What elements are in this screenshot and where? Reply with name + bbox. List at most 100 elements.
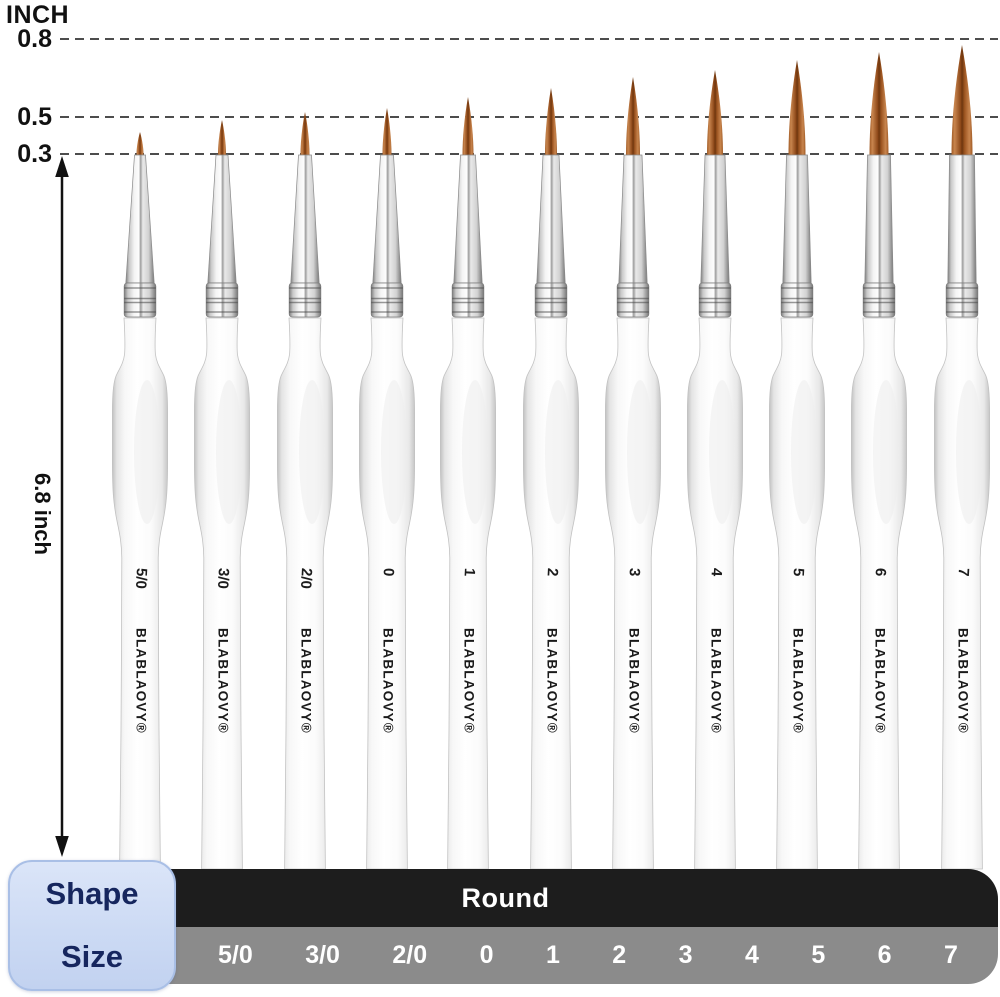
ferrule-crimp <box>945 282 979 318</box>
brush-size-label: 2/0 <box>297 568 315 590</box>
size-cell: 5/0 <box>218 941 253 969</box>
brush-0: 0 BLABLAOVY® <box>359 108 415 870</box>
ferrule <box>782 154 812 284</box>
ruler-tick-label: 0.8 <box>17 25 52 53</box>
ferrule <box>536 154 566 284</box>
size-header: Size <box>60 939 124 975</box>
brand-text: BLABLAOVY® <box>708 628 723 734</box>
length-arrow <box>55 156 69 857</box>
size-cell: 2 <box>612 941 627 969</box>
brush-2-0: 2/0 BLABLAOVY® <box>277 112 333 870</box>
handle-sheen <box>627 380 653 524</box>
spec-table: Round 5/0 3/0 2/0 0 1 2 3 4 5 6 7 <box>85 869 998 984</box>
size-cell: 1 <box>545 941 560 969</box>
brand-text: BLABLAOVY® <box>544 628 559 734</box>
ferrule-crimp <box>123 282 157 318</box>
ferrule <box>700 154 730 284</box>
brush-size-label: 4 <box>708 568 725 578</box>
bristle <box>136 132 144 156</box>
brush-size-label: 7 <box>955 568 972 577</box>
brush-size-label: 6 <box>872 568 889 577</box>
handle-sheen <box>873 380 899 524</box>
brush-size-label: 1 <box>461 568 478 577</box>
brand-text: BLABLAOVY® <box>380 628 395 734</box>
brush-4: 4 BLABLAOVY® <box>687 70 743 870</box>
bristle <box>869 52 889 156</box>
ruler-unit-label: INCH <box>6 1 70 29</box>
brush-size-label: 3/0 <box>214 568 232 590</box>
ferrule-crimp <box>534 282 568 318</box>
ruler-tick-label: 0.5 <box>17 103 52 131</box>
size-cell: 5 <box>811 941 826 969</box>
brand-text: BLABLAOVY® <box>215 628 230 734</box>
brand-text: BLABLAOVY® <box>133 628 148 734</box>
bristle <box>545 88 557 156</box>
brand-text: BLABLAOVY® <box>872 628 887 734</box>
brand-text: BLABLAOVY® <box>298 628 313 734</box>
ferrule-crimp <box>205 282 239 318</box>
ferrule <box>372 154 402 284</box>
ferrule-crimp <box>616 282 650 318</box>
bristle <box>462 97 474 156</box>
brand-text: BLABLAOVY® <box>790 628 805 734</box>
bristle <box>382 108 392 156</box>
brush-1: 1 BLABLAOVY® <box>440 97 496 870</box>
handle-sheen <box>299 380 325 524</box>
ferrule-crimp <box>370 282 404 318</box>
brand-text: BLABLAOVY® <box>955 628 970 734</box>
brush-size-label: 0 <box>380 568 397 577</box>
ferrule-crimp <box>780 282 814 318</box>
brush-6: 6 BLABLAOVY® <box>851 52 907 870</box>
size-cell: 3 <box>678 941 693 969</box>
brush-size-label: 2 <box>544 568 561 577</box>
length-label: 6.8 inch <box>30 473 55 555</box>
bristle <box>951 45 973 156</box>
ferrule-crimp <box>698 282 732 318</box>
size-cell: 2/0 <box>392 941 428 969</box>
handle-sheen <box>381 380 407 524</box>
shape-value: Round <box>461 882 550 913</box>
table-row-headers: Shape Size <box>8 860 176 991</box>
ruler-dashed-lines <box>60 38 998 155</box>
brush-2: 2 BLABLAOVY® <box>523 88 579 870</box>
size-cell: 4 <box>744 941 759 969</box>
brush-3: 3 BLABLAOVY® <box>605 77 661 870</box>
brand-text: BLABLAOVY® <box>461 628 476 734</box>
ferrule <box>207 154 237 284</box>
size-cell: 6 <box>877 941 892 969</box>
brush-size-label: 5 <box>790 568 807 577</box>
ferrule <box>947 154 977 284</box>
ferrule-crimp <box>288 282 322 318</box>
bristle <box>707 70 723 156</box>
handle-sheen <box>545 380 571 524</box>
handle-sheen <box>791 380 817 524</box>
brush-7: 7 BLABLAOVY® <box>934 45 990 870</box>
size-cell: 3/0 <box>305 941 340 969</box>
brush-3-0: 3/0 BLABLAOVY® <box>194 120 250 870</box>
brush-size-label: 5/0 <box>132 568 150 590</box>
bristle <box>788 60 806 156</box>
handle-sheen <box>216 380 242 524</box>
ferrule-crimp <box>862 282 896 318</box>
brush-5-0: 5/0 BLABLAOVY® <box>112 132 168 870</box>
handle-sheen <box>134 380 160 524</box>
bristle <box>300 112 310 156</box>
handle-sheen <box>462 380 488 524</box>
size-cell: 7 <box>944 941 958 969</box>
ruler-tick-label: 0.3 <box>17 140 52 168</box>
arrowhead-down-icon <box>55 836 69 857</box>
handle-sheen <box>709 380 735 524</box>
size-cell: 0 <box>479 941 494 969</box>
bristle <box>218 120 226 156</box>
ferrule <box>290 154 320 284</box>
shape-row: Round <box>85 869 998 927</box>
brush-5: 5 BLABLAOVY® <box>769 60 825 870</box>
ferrule <box>453 154 483 284</box>
brush-size-label: 3 <box>626 568 643 577</box>
bristle <box>626 77 640 156</box>
shape-header: Shape <box>45 875 139 911</box>
ferrule-crimp <box>451 282 485 318</box>
handle-sheen <box>956 380 982 524</box>
